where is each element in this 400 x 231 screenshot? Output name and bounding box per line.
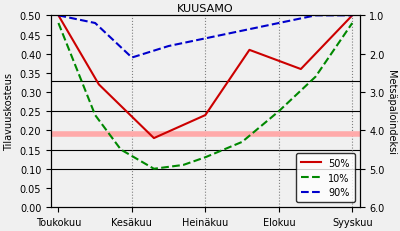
Title: KUUSAMO: KUUSAMO xyxy=(177,4,234,14)
Legend: 50%, 10%, 90%: 50%, 10%, 90% xyxy=(296,153,355,202)
Y-axis label: Metsäpaloindeksi: Metsäpaloindeksi xyxy=(386,70,396,154)
Y-axis label: Tilavuuskosteus: Tilavuuskosteus xyxy=(4,73,14,151)
